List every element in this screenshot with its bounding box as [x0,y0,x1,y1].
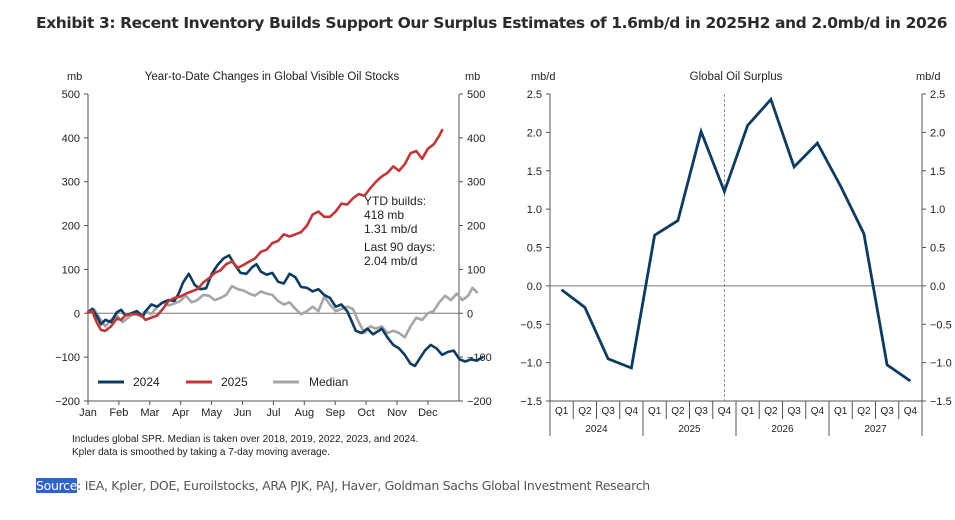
ytd-chart-title: Year-to-Date Changes in Global Visible O… [145,71,400,83]
annotation-last90-value: 2.04 mb/d [364,254,417,268]
surplus-quarter-label: Q4 [718,406,732,417]
surplus-quarter-label: Q3 [880,406,894,417]
surplus-right-tick-label: 1.5 [930,166,945,178]
legend-label-median: Median [309,375,348,389]
ytd-x-tick-label: Dec [418,407,438,419]
ytd-x-tick-label: Feb [109,407,128,419]
ytd-right-tick-label: 300 [467,177,485,189]
surplus-right-tick-label: −1.5 [930,396,952,408]
series-line-median [86,284,479,339]
surplus-quarter-label: Q1 [834,406,848,417]
source-text: : IEA, Kpler, DOE, Euroilstocks, ARA PJK… [77,478,650,493]
ytd-left-tick-label: −200 [55,396,80,408]
surplus-quarter-label: Q4 [625,406,639,417]
legend-label-2025: 2025 [221,375,248,389]
ytd-x-tick-label: Jul [266,407,280,419]
surplus-quarter-label: Q3 [787,406,801,417]
surplus-left-tick-label: 2.5 [527,89,542,101]
left-y-unit-label: mb [67,71,82,83]
surplus-quarter-label: Q3 [601,406,615,417]
annotation-ytd-builds-label: YTD builds: [364,194,426,208]
oil-surplus-chart: mb/d mb/d Global Oil Surplus −1.5 −1.5−1.… [520,71,952,436]
surplus-quarter-label: Q2 [578,406,592,417]
source-line: Source: IEA, Kpler, DOE, Euroilstocks, A… [36,478,650,493]
ytd-right-tick-label: −200 [467,396,492,408]
surplus-quarter-label: Q1 [648,406,662,417]
ytd-left-tick-label: 400 [62,133,80,145]
surplus-quarter-label: Q4 [811,406,825,417]
surplus-axes: −1.5 −1.5 −1.0 −1.0 −0.5 −0.5 0.0 0.0 0.5 0.5 1.0 1… [520,89,952,436]
ytd-series [86,128,484,368]
surplus-chart-title: Global Oil Surplus [690,71,783,83]
series-line-global-oil-surplus [560,96,912,383]
surplus-quarter-label: Q4 [904,406,918,417]
surplus-right-tick-label: 2.5 [930,89,945,101]
ytd-annotation: YTD builds: 418 mb 1.31 mb/d Last 90 day… [364,194,435,268]
surplus-left-tick-label: 0.5 [527,243,542,255]
ytd-left-tick-label: 0 [74,308,80,320]
annotation-ytd-builds-mb: 418 mb [364,208,404,222]
ytd-x-tick-label: Aug [295,407,315,419]
ytd-left-tick-label: 500 [62,89,80,101]
ytd-legend: 2024 2025 Median [98,375,348,389]
series-line-2024 [86,254,484,368]
ytd-x-tick-label: Apr [172,407,189,419]
surplus-left-tick-label: 0.0 [527,281,542,293]
surplus-left-tick-label: 1.5 [527,166,542,178]
ytd-stocks-chart: mb mb Year-to-Date Changes in Global Vis… [55,71,492,419]
surplus-right-tick-label: −0.5 [930,319,952,331]
surplus-right-tick-label: 0.5 [930,243,945,255]
source-key: Source [36,478,78,493]
ytd-left-tick-label: 300 [62,177,80,189]
surplus-quarter-label: Q2 [764,406,778,417]
annotation-ytd-builds-mbd: 1.31 mb/d [364,222,417,236]
ytd-right-tick-label: 100 [467,264,485,276]
surplus-quarter-label: Q2 [671,406,685,417]
ytd-x-tick-label: Nov [387,407,407,419]
footnote-line-1: Includes global SPR. Median is taken ove… [72,434,419,445]
surplus-year-label: 2027 [864,424,887,435]
ytd-x-tick-label: May [201,407,222,419]
surplus-right-tick-label: 1.0 [930,204,945,216]
right-y-unit-label: mb [465,71,480,83]
surplus-quarter-label: Q1 [741,406,755,417]
surplus-year-label: 2025 [678,424,701,435]
surplus-left-tick-label: 2.0 [527,127,542,139]
surplus-series [560,96,912,383]
surplus-left-tick-label: −1.5 [520,396,542,408]
ytd-x-tick-label: Sep [325,407,345,419]
surplus-right-tick-label: −1.0 [930,358,952,370]
series-line-2025 [86,128,444,333]
footnote-line-2: Kpler data is smoothed by taking a 7-day… [72,446,330,458]
surplus-quarter-label: Q2 [857,406,871,417]
surplus-year-label: 2024 [585,424,608,435]
surplus-quarter-label: Q3 [694,406,708,417]
ytd-right-tick-label: 500 [467,89,485,101]
surplus-left-tick-label: −0.5 [520,319,542,331]
charts-canvas: mb mb Year-to-Date Changes in Global Vis… [55,71,952,436]
surplus-year-label: 2026 [771,424,794,435]
ytd-right-tick-label: 400 [467,133,485,145]
surplus-left-tick-label: 1.0 [527,204,542,216]
ytd-x-tick-label: Jun [234,407,252,419]
surplus-left-y-unit-label: mb/d [531,71,555,83]
surplus-quarter-label: Q1 [555,406,569,417]
footnote: Includes global SPR. Median is taken ove… [72,434,418,459]
ytd-left-tick-label: 100 [62,264,80,276]
ytd-right-tick-label: 0 [467,308,473,320]
ytd-x-tick-label: Mar [140,407,159,419]
surplus-right-y-unit-label: mb/d [916,71,940,83]
legend-label-2024: 2024 [133,375,160,389]
ytd-left-tick-label: 200 [62,221,80,233]
ytd-right-tick-label: 200 [467,221,485,233]
surplus-left-tick-label: −1.0 [520,358,542,370]
ytd-x-tick-label: Oct [358,407,375,419]
surplus-right-tick-label: 2.0 [930,127,945,139]
ytd-x-tick-label: Jan [79,407,97,419]
exhibit-title: Exhibit 3: Recent Inventory Builds Suppo… [36,14,948,32]
ytd-left-tick-label: −100 [55,352,80,364]
surplus-right-tick-label: 0.0 [930,281,945,293]
annotation-last90-label: Last 90 days: [364,240,435,254]
